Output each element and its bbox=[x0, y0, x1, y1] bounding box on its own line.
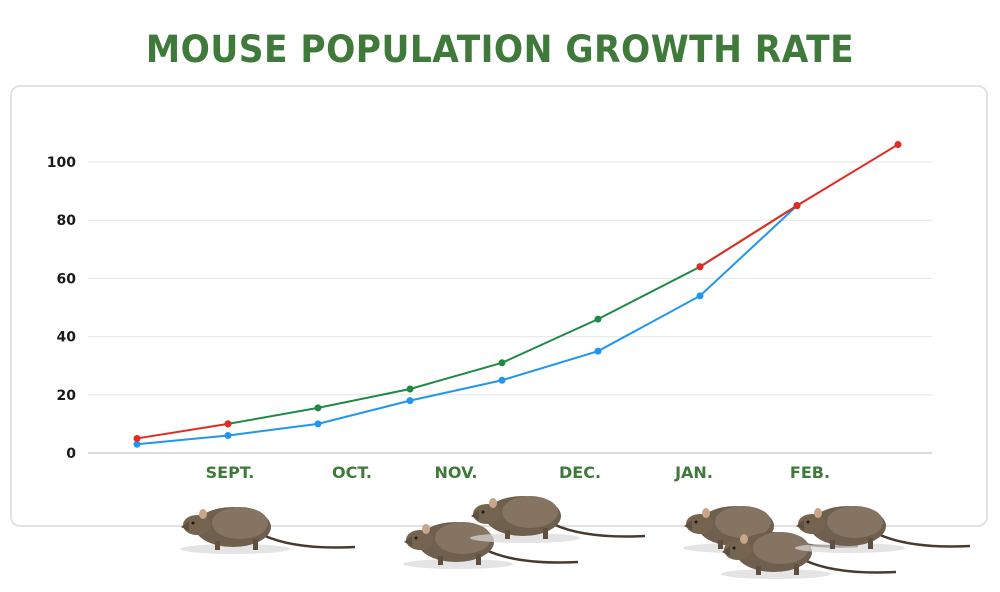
data-point bbox=[498, 376, 506, 384]
series-blue-series bbox=[133, 202, 801, 448]
data-point bbox=[224, 432, 232, 440]
x-tick-label: SEPT. bbox=[206, 463, 255, 482]
data-point bbox=[793, 202, 801, 210]
data-point bbox=[406, 397, 414, 405]
x-axis-labels: SEPT. OCT. NOV. DEC. JAN. FEB. bbox=[206, 463, 830, 482]
data-point bbox=[594, 347, 602, 355]
x-tick-label: OCT. bbox=[332, 463, 372, 482]
data-point bbox=[894, 141, 902, 149]
mouse-illustration bbox=[465, 484, 650, 549]
y-tick-label: 60 bbox=[57, 271, 77, 287]
data-point bbox=[314, 404, 322, 412]
data-point bbox=[696, 292, 704, 300]
mouse-illustration bbox=[175, 495, 360, 560]
mouse-illustration bbox=[790, 494, 975, 559]
x-tick-label: DEC. bbox=[559, 463, 601, 482]
series-green-series bbox=[224, 202, 801, 428]
y-axis-labels: 0 20 40 60 80 100 bbox=[47, 155, 76, 462]
chart-title: MOUSE POPULATION GROWTH RATE bbox=[145, 28, 855, 71]
data-point bbox=[406, 385, 414, 393]
x-tick-label: NOV. bbox=[435, 463, 478, 482]
y-tick-label: 100 bbox=[47, 155, 76, 171]
data-point bbox=[314, 420, 322, 428]
y-tick-label: 40 bbox=[57, 330, 77, 346]
x-tick-label: JAN. bbox=[674, 463, 713, 482]
data-point bbox=[498, 359, 506, 367]
series-red-series bbox=[133, 141, 902, 442]
y-tick-label: 0 bbox=[66, 446, 76, 462]
series-lines bbox=[133, 141, 902, 448]
data-point bbox=[133, 440, 141, 448]
data-point bbox=[224, 420, 232, 428]
gridlines bbox=[88, 161, 932, 454]
data-point bbox=[696, 263, 704, 271]
y-tick-label: 80 bbox=[57, 213, 77, 229]
data-point bbox=[594, 315, 602, 323]
mouse-illustration bbox=[716, 520, 901, 585]
x-tick-label: FEB. bbox=[790, 463, 830, 482]
data-point bbox=[133, 434, 141, 442]
mouse-illustration bbox=[398, 510, 583, 575]
y-tick-label: 20 bbox=[57, 388, 77, 404]
